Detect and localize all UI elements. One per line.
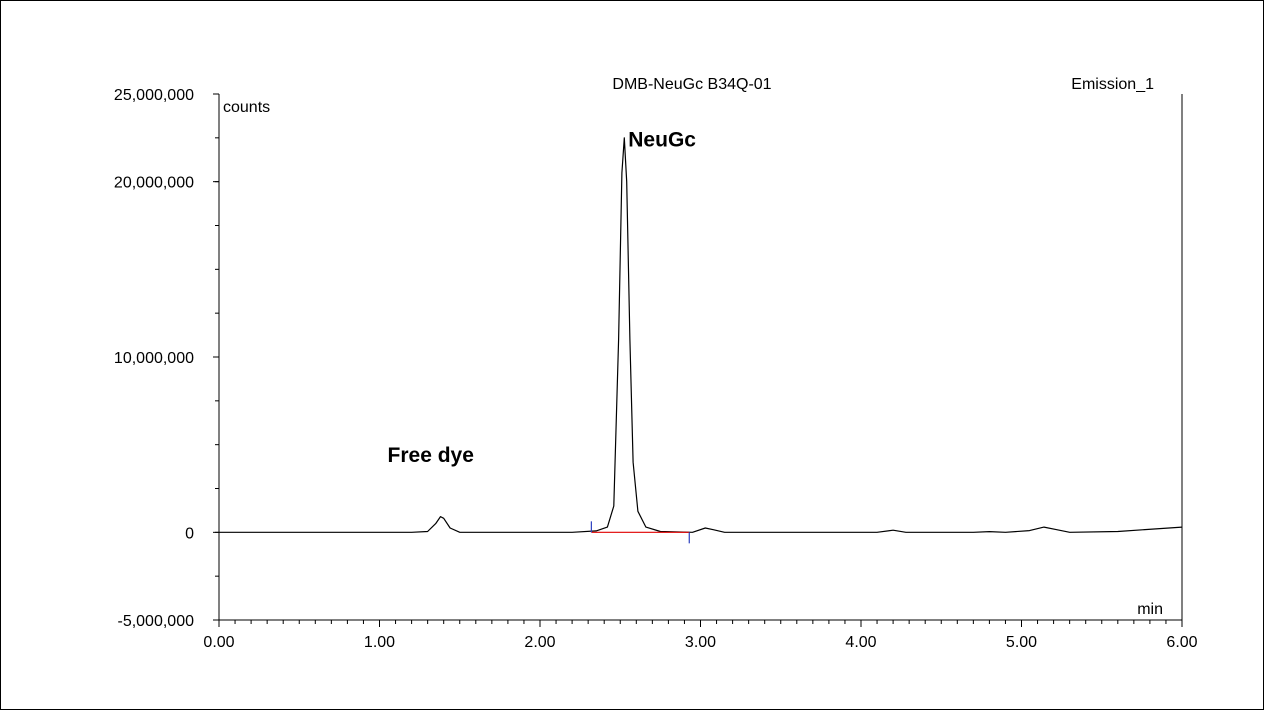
y-tick-label: 10,000,000 [114, 350, 194, 367]
x-tick-label: 6.00 [1166, 634, 1197, 651]
signal-trace [219, 137, 1183, 533]
x-tick-label: 1.00 [364, 634, 395, 651]
x-tick-label: 4.00 [845, 634, 876, 651]
channel-label: Emission_1 [1071, 76, 1154, 93]
axes-group: 25,000,000 20,000,000 10,000,000 0 -5,000,00… [114, 87, 1198, 651]
peak-annotation: Free dye [388, 444, 474, 467]
plot-area [219, 137, 1183, 544]
tick-group: 25,000,000 20,000,000 10,000,000 0 -5,000,00… [114, 87, 1198, 651]
y-tick-label: 25,000,000 [114, 87, 194, 104]
y-axis-label: counts [223, 99, 270, 116]
x-tick-label: 0.00 [203, 634, 234, 651]
x-axis-label: min [1137, 601, 1163, 618]
x-tick-label: 5.00 [1006, 634, 1037, 651]
y-tick-label: -5,000,000 [117, 613, 194, 630]
peak-annotation: NeuGc [628, 129, 696, 152]
x-tick-label: 2.00 [524, 634, 555, 651]
annotation-group: NeuGc Free dye [388, 129, 697, 468]
y-tick-label: 20,000,000 [114, 175, 194, 192]
chart-title: DMB-NeuGc B34Q-01 [612, 76, 771, 93]
x-tick-label: 3.00 [685, 634, 716, 651]
y-tick-label: 0 [185, 525, 194, 542]
